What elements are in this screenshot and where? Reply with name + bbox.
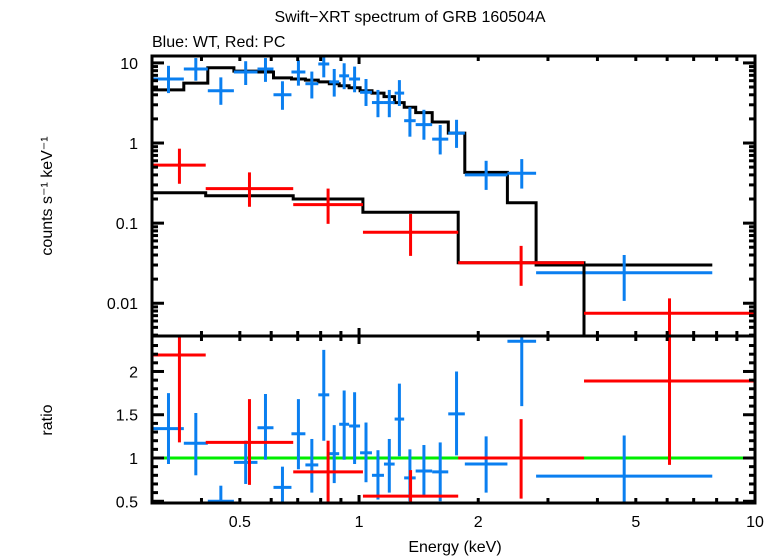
x-tick-label: 2 bbox=[474, 514, 483, 531]
data-point-pc bbox=[205, 172, 294, 207]
ratio-point-wt bbox=[207, 485, 234, 503]
ratio-point-wt bbox=[371, 450, 384, 500]
x-tick-label: 10 bbox=[746, 514, 764, 531]
data-point-wt bbox=[329, 68, 340, 97]
ratio-point-wt bbox=[339, 390, 350, 460]
ratio-panel-data bbox=[152, 336, 755, 503]
y-tick-label-spectrum: 0.1 bbox=[116, 216, 138, 233]
data-point-wt bbox=[448, 119, 465, 148]
y-axis-label-spectrum: counts s⁻¹ keV⁻¹ bbox=[39, 136, 56, 255]
data-point-wt bbox=[507, 159, 537, 189]
ratio-point-wt bbox=[305, 438, 319, 493]
ratio-point-wt bbox=[415, 445, 433, 497]
ratio-point-pc bbox=[362, 470, 459, 503]
ratio-point-wt bbox=[183, 413, 208, 476]
data-point-wt bbox=[415, 109, 433, 140]
data-point-wt bbox=[233, 61, 258, 86]
ratio-panel-frame bbox=[150, 334, 757, 505]
data-point-pc bbox=[362, 214, 459, 256]
ratio-point-wt bbox=[536, 435, 713, 503]
ratio-point-wt bbox=[394, 383, 405, 457]
model-wt-line bbox=[153, 66, 713, 267]
ratio-point-wt bbox=[464, 436, 508, 493]
ratio-point-pc bbox=[153, 336, 206, 443]
y-tick-label-ratio: 0.5 bbox=[116, 494, 138, 511]
ratio-point-wt bbox=[233, 440, 258, 484]
y-tick-label-ratio: 1 bbox=[129, 451, 138, 468]
data-point-wt bbox=[394, 80, 405, 106]
ratio-point-wt bbox=[383, 438, 395, 493]
y-tick-label-spectrum: 10 bbox=[120, 56, 138, 73]
data-point-wt bbox=[291, 60, 306, 86]
data-point-wt bbox=[273, 81, 292, 110]
data-point-pc bbox=[293, 188, 363, 224]
y-tick-label-ratio: 2 bbox=[129, 364, 138, 381]
data-point-wt bbox=[536, 255, 713, 301]
ratio-point-wt bbox=[349, 392, 361, 465]
data-point-wt bbox=[349, 66, 361, 93]
data-point-wt bbox=[305, 71, 319, 99]
data-point-wt bbox=[183, 58, 208, 81]
data-point-pc bbox=[458, 245, 585, 286]
data-point-wt bbox=[207, 77, 234, 105]
ratio-point-wt bbox=[329, 425, 340, 484]
ratio-point-pc bbox=[458, 419, 585, 499]
ratio-point-wt bbox=[291, 399, 306, 470]
data-point-wt bbox=[257, 58, 274, 82]
data-point-wt bbox=[371, 89, 384, 118]
data-point-wt bbox=[339, 63, 350, 90]
ratio-point-wt bbox=[448, 371, 465, 456]
data-point-wt bbox=[432, 124, 449, 155]
x-tick-label: 5 bbox=[631, 514, 640, 531]
data-point-wt bbox=[360, 78, 372, 106]
y-tick-label-ratio: 1.5 bbox=[116, 408, 138, 425]
y-tick-label-spectrum: 0.01 bbox=[107, 296, 138, 313]
data-point-pc bbox=[153, 148, 206, 184]
y-axis-label-ratio: ratio bbox=[39, 404, 56, 435]
ratio-point-wt bbox=[257, 393, 274, 460]
ratio-point-wt bbox=[432, 442, 449, 502]
chart-title: Swift−XRT spectrum of GRB 160504A bbox=[274, 9, 545, 26]
data-point-wt bbox=[318, 56, 330, 78]
x-tick-label: 0.5 bbox=[229, 514, 251, 531]
data-point-wt bbox=[464, 160, 508, 190]
ratio-point-pc bbox=[205, 399, 294, 485]
x-tick-label: 1 bbox=[355, 514, 364, 531]
chart-subtitle: Blue: WT, Red: PC bbox=[152, 34, 285, 51]
data-point-wt bbox=[404, 107, 416, 137]
ratio-point-wt bbox=[273, 466, 292, 503]
x-axis-label: Energy (keV) bbox=[408, 539, 501, 556]
data-point-wt bbox=[383, 89, 395, 118]
data-point-wt bbox=[153, 65, 184, 94]
ratio-point-wt bbox=[507, 336, 537, 407]
ratio-point-pc bbox=[293, 440, 363, 503]
ratio-point-pc bbox=[584, 336, 755, 465]
ratio-point-wt bbox=[360, 422, 372, 483]
y-tick-label-spectrum: 1 bbox=[129, 136, 138, 153]
data-point-pc bbox=[584, 298, 755, 336]
ratio-point-wt bbox=[318, 349, 330, 441]
spectrum-panel-data bbox=[153, 56, 755, 336]
